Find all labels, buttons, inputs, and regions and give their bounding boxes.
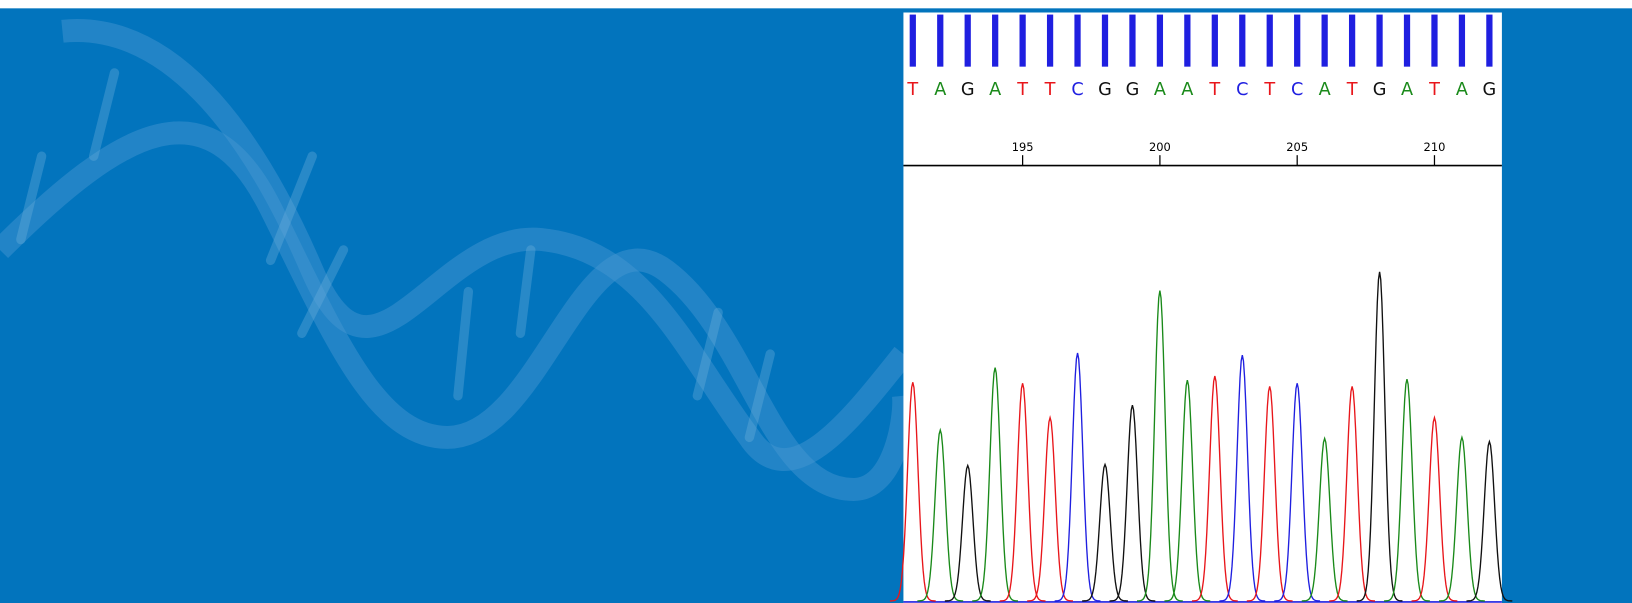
base-call-bar <box>1074 15 1080 67</box>
base-letter: A <box>1154 80 1166 100</box>
base-letter: T <box>1208 80 1220 100</box>
base-letter: A <box>934 80 946 100</box>
base-letter: A <box>989 80 1001 100</box>
ruler-label: 205 <box>1286 140 1308 154</box>
base-call-bar <box>1431 15 1437 67</box>
base-call-bar <box>1294 15 1300 67</box>
base-letter: G <box>961 80 975 100</box>
base-letter: C <box>1236 80 1248 100</box>
base-call-bar <box>1486 15 1492 67</box>
base-call-bar <box>1184 15 1190 67</box>
base-call-bar <box>1322 15 1328 67</box>
base-call-bar <box>1349 15 1355 67</box>
base-letter: G <box>1373 80 1387 100</box>
base-letter: A <box>1181 80 1193 100</box>
base-letter: G <box>1126 80 1140 100</box>
base-call-bar <box>965 15 971 67</box>
base-letter: G <box>1098 80 1112 100</box>
base-call-bar <box>1129 15 1135 67</box>
ruler-label: 200 <box>1149 140 1171 154</box>
ruler-label: 195 <box>1012 140 1034 154</box>
base-letter: T <box>1044 80 1056 100</box>
base-call-bar <box>992 15 998 67</box>
base-call-bar <box>1376 15 1382 67</box>
base-letter: T <box>1346 80 1358 100</box>
base-letter: C <box>1071 80 1083 100</box>
base-call-bar <box>1157 15 1163 67</box>
page: {"sequence": { "bases": ["T","A","G","A"… <box>0 0 1632 603</box>
base-letter: A <box>1401 80 1413 100</box>
base-call-bar <box>1020 15 1026 67</box>
chromatogram-panel <box>903 12 1501 603</box>
base-letter: C <box>1291 80 1303 100</box>
base-call-bar <box>1404 15 1410 67</box>
base-call-bar <box>937 15 943 67</box>
base-letter: T <box>1016 80 1028 100</box>
base-letter: A <box>1319 80 1331 100</box>
base-call-bar <box>1239 15 1245 67</box>
base-call-bar <box>1267 15 1273 67</box>
base-call-bar <box>1459 15 1465 67</box>
base-call-bar <box>910 15 916 67</box>
base-letter: T <box>1428 80 1440 100</box>
slide: TAGATTCGGAATCTCATGATAG195200205210 <box>0 0 1632 603</box>
base-letter: T <box>1263 80 1275 100</box>
base-letter: G <box>1483 80 1497 100</box>
base-letter: T <box>906 80 918 100</box>
base-letter: A <box>1456 80 1468 100</box>
base-call-bar <box>1102 15 1108 67</box>
base-call-bar <box>1212 15 1218 67</box>
base-call-bar <box>1047 15 1053 67</box>
ruler-label: 210 <box>1424 140 1446 154</box>
